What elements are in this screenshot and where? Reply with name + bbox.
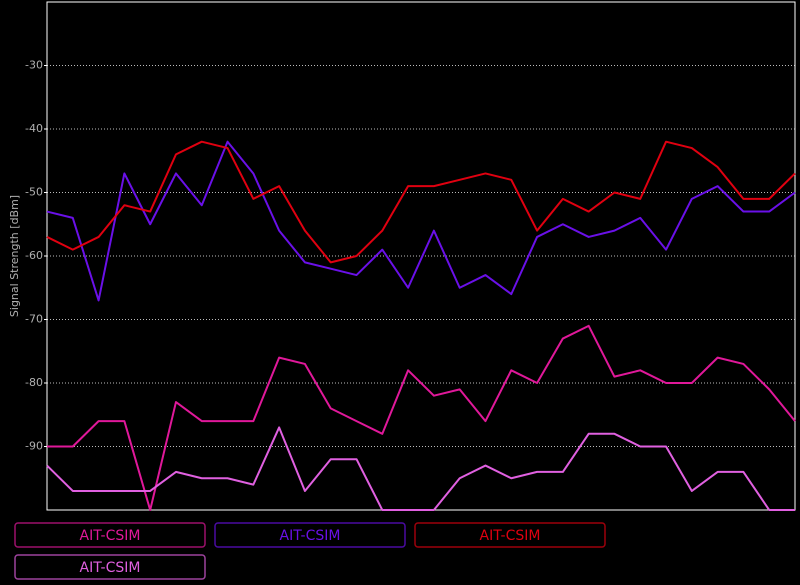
y-axis-label: Signal Strength [dBm]: [8, 195, 21, 317]
legend-label: AIT-CSIM: [280, 528, 341, 544]
series-line: [46, 140, 796, 302]
y-tick-label: -40: [25, 122, 43, 135]
y-tick-label: -30: [25, 59, 43, 72]
legend-label: AIT-CSIM: [80, 560, 141, 576]
series-line: [47, 324, 796, 511]
plot-frame: [46, 1, 796, 511]
series-line: [46, 426, 795, 511]
legend-label: AIT-CSIM: [80, 528, 141, 544]
y-tick-label: -70: [25, 313, 43, 326]
y-tick-label: -50: [25, 186, 43, 199]
y-tick-label: -80: [25, 376, 43, 389]
legend-box: [414, 522, 606, 548]
legend-box: [214, 522, 406, 548]
y-tick-label: -90: [25, 440, 43, 453]
legend-label: AIT-CSIM: [480, 528, 541, 544]
series-line: [46, 140, 796, 264]
y-tick-label: -60: [25, 249, 43, 262]
legend-box: [14, 522, 206, 548]
legend-box: [14, 554, 206, 580]
